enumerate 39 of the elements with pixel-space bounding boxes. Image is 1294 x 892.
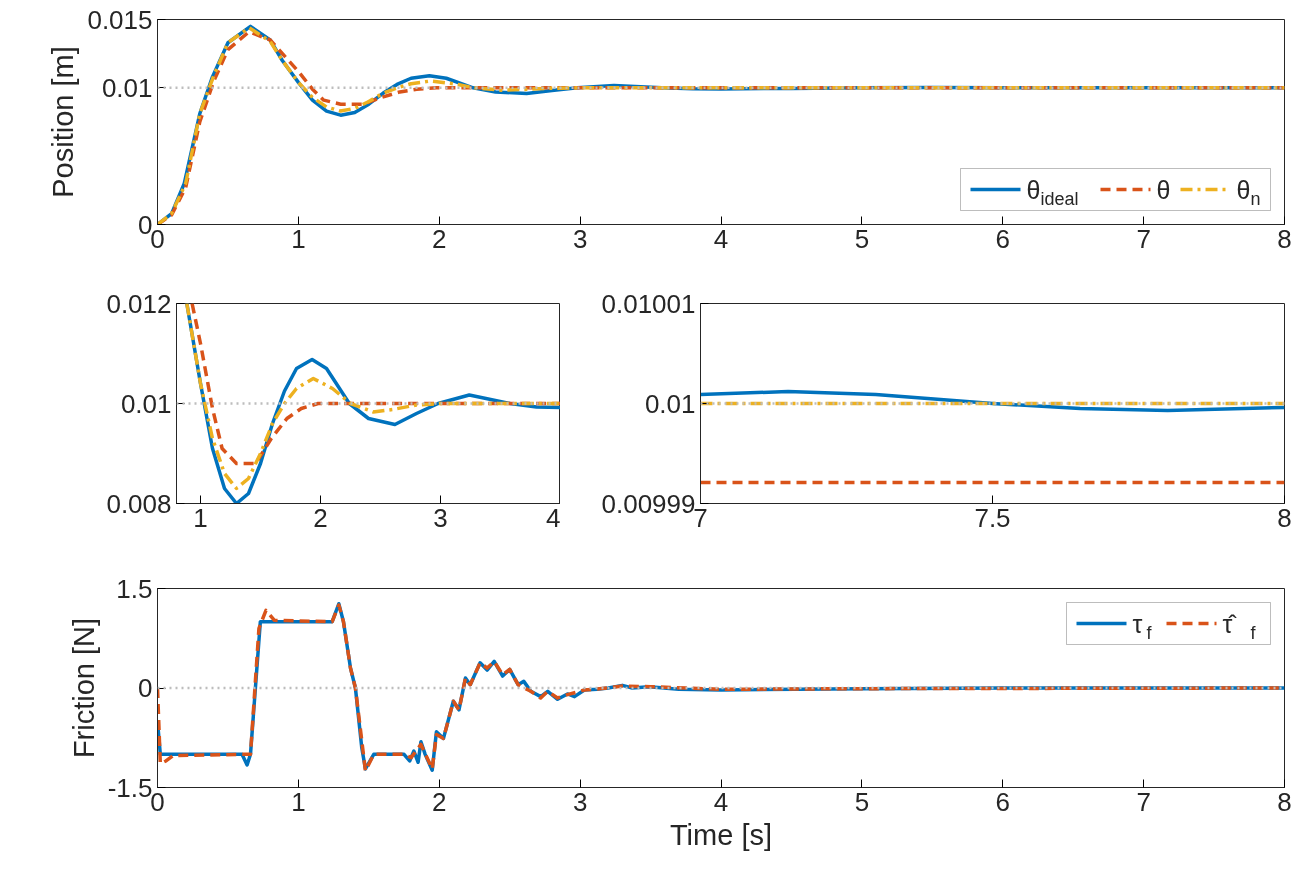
y-tick-label: 0.015 — [87, 4, 153, 35]
y-tick-label: 1.5 — [116, 573, 153, 604]
x-tick-label: 8 — [1277, 502, 1292, 533]
x-tick-label: 4 — [713, 223, 729, 254]
x-tick-label: 4 — [713, 786, 729, 817]
x-tick-label: 1 — [291, 786, 306, 817]
x-tick-label: 7 — [1136, 786, 1151, 817]
x-tick-label: 8 — [1277, 223, 1292, 254]
x-axis-title: Time [s] — [669, 818, 773, 851]
legend-label: θ — [1156, 175, 1171, 204]
x-tick-label: 5 — [854, 223, 870, 254]
x-tick-label: 3 — [572, 786, 588, 817]
y-tick-label: 0.01 — [120, 388, 172, 419]
x-tick-label: 2 — [432, 786, 447, 817]
x-tick-label: 2 — [432, 223, 447, 254]
y-tick-label: 0.01 — [101, 72, 153, 103]
y-tick-label: 0.00999 — [601, 488, 696, 519]
x-tick-label: 1 — [193, 502, 208, 533]
x-tick-label: 8 — [1277, 786, 1292, 817]
x-tick-label: 7 — [1136, 223, 1151, 254]
y-tick-label: 0.008 — [106, 488, 172, 519]
x-tick-label: 3 — [572, 223, 588, 254]
y-tick-label: 0 — [138, 673, 153, 703]
y-axis-title: Friction [N] — [67, 617, 100, 759]
y-tick-label: 0.01 — [644, 388, 696, 419]
x-tick-label: 3 — [433, 502, 448, 533]
line-series — [700, 389, 1285, 413]
x-tick-label: 6 — [995, 786, 1010, 817]
x-tick-label: 7 — [693, 502, 708, 533]
x-tick-label: 6 — [995, 223, 1010, 254]
y-tick-label: 0.012 — [106, 288, 172, 319]
x-tick-label: 1 — [291, 223, 306, 254]
y-axis-title: Position [m] — [47, 46, 80, 198]
legend-label: τ̂f — [1222, 609, 1257, 643]
x-tick-label: 2 — [313, 502, 328, 533]
x-tick-label: 7.5 — [974, 502, 1011, 533]
x-tick-label: 4 — [546, 502, 561, 533]
x-tick-label: 5 — [854, 786, 870, 817]
y-tick-label: 0.01001 — [601, 288, 696, 319]
